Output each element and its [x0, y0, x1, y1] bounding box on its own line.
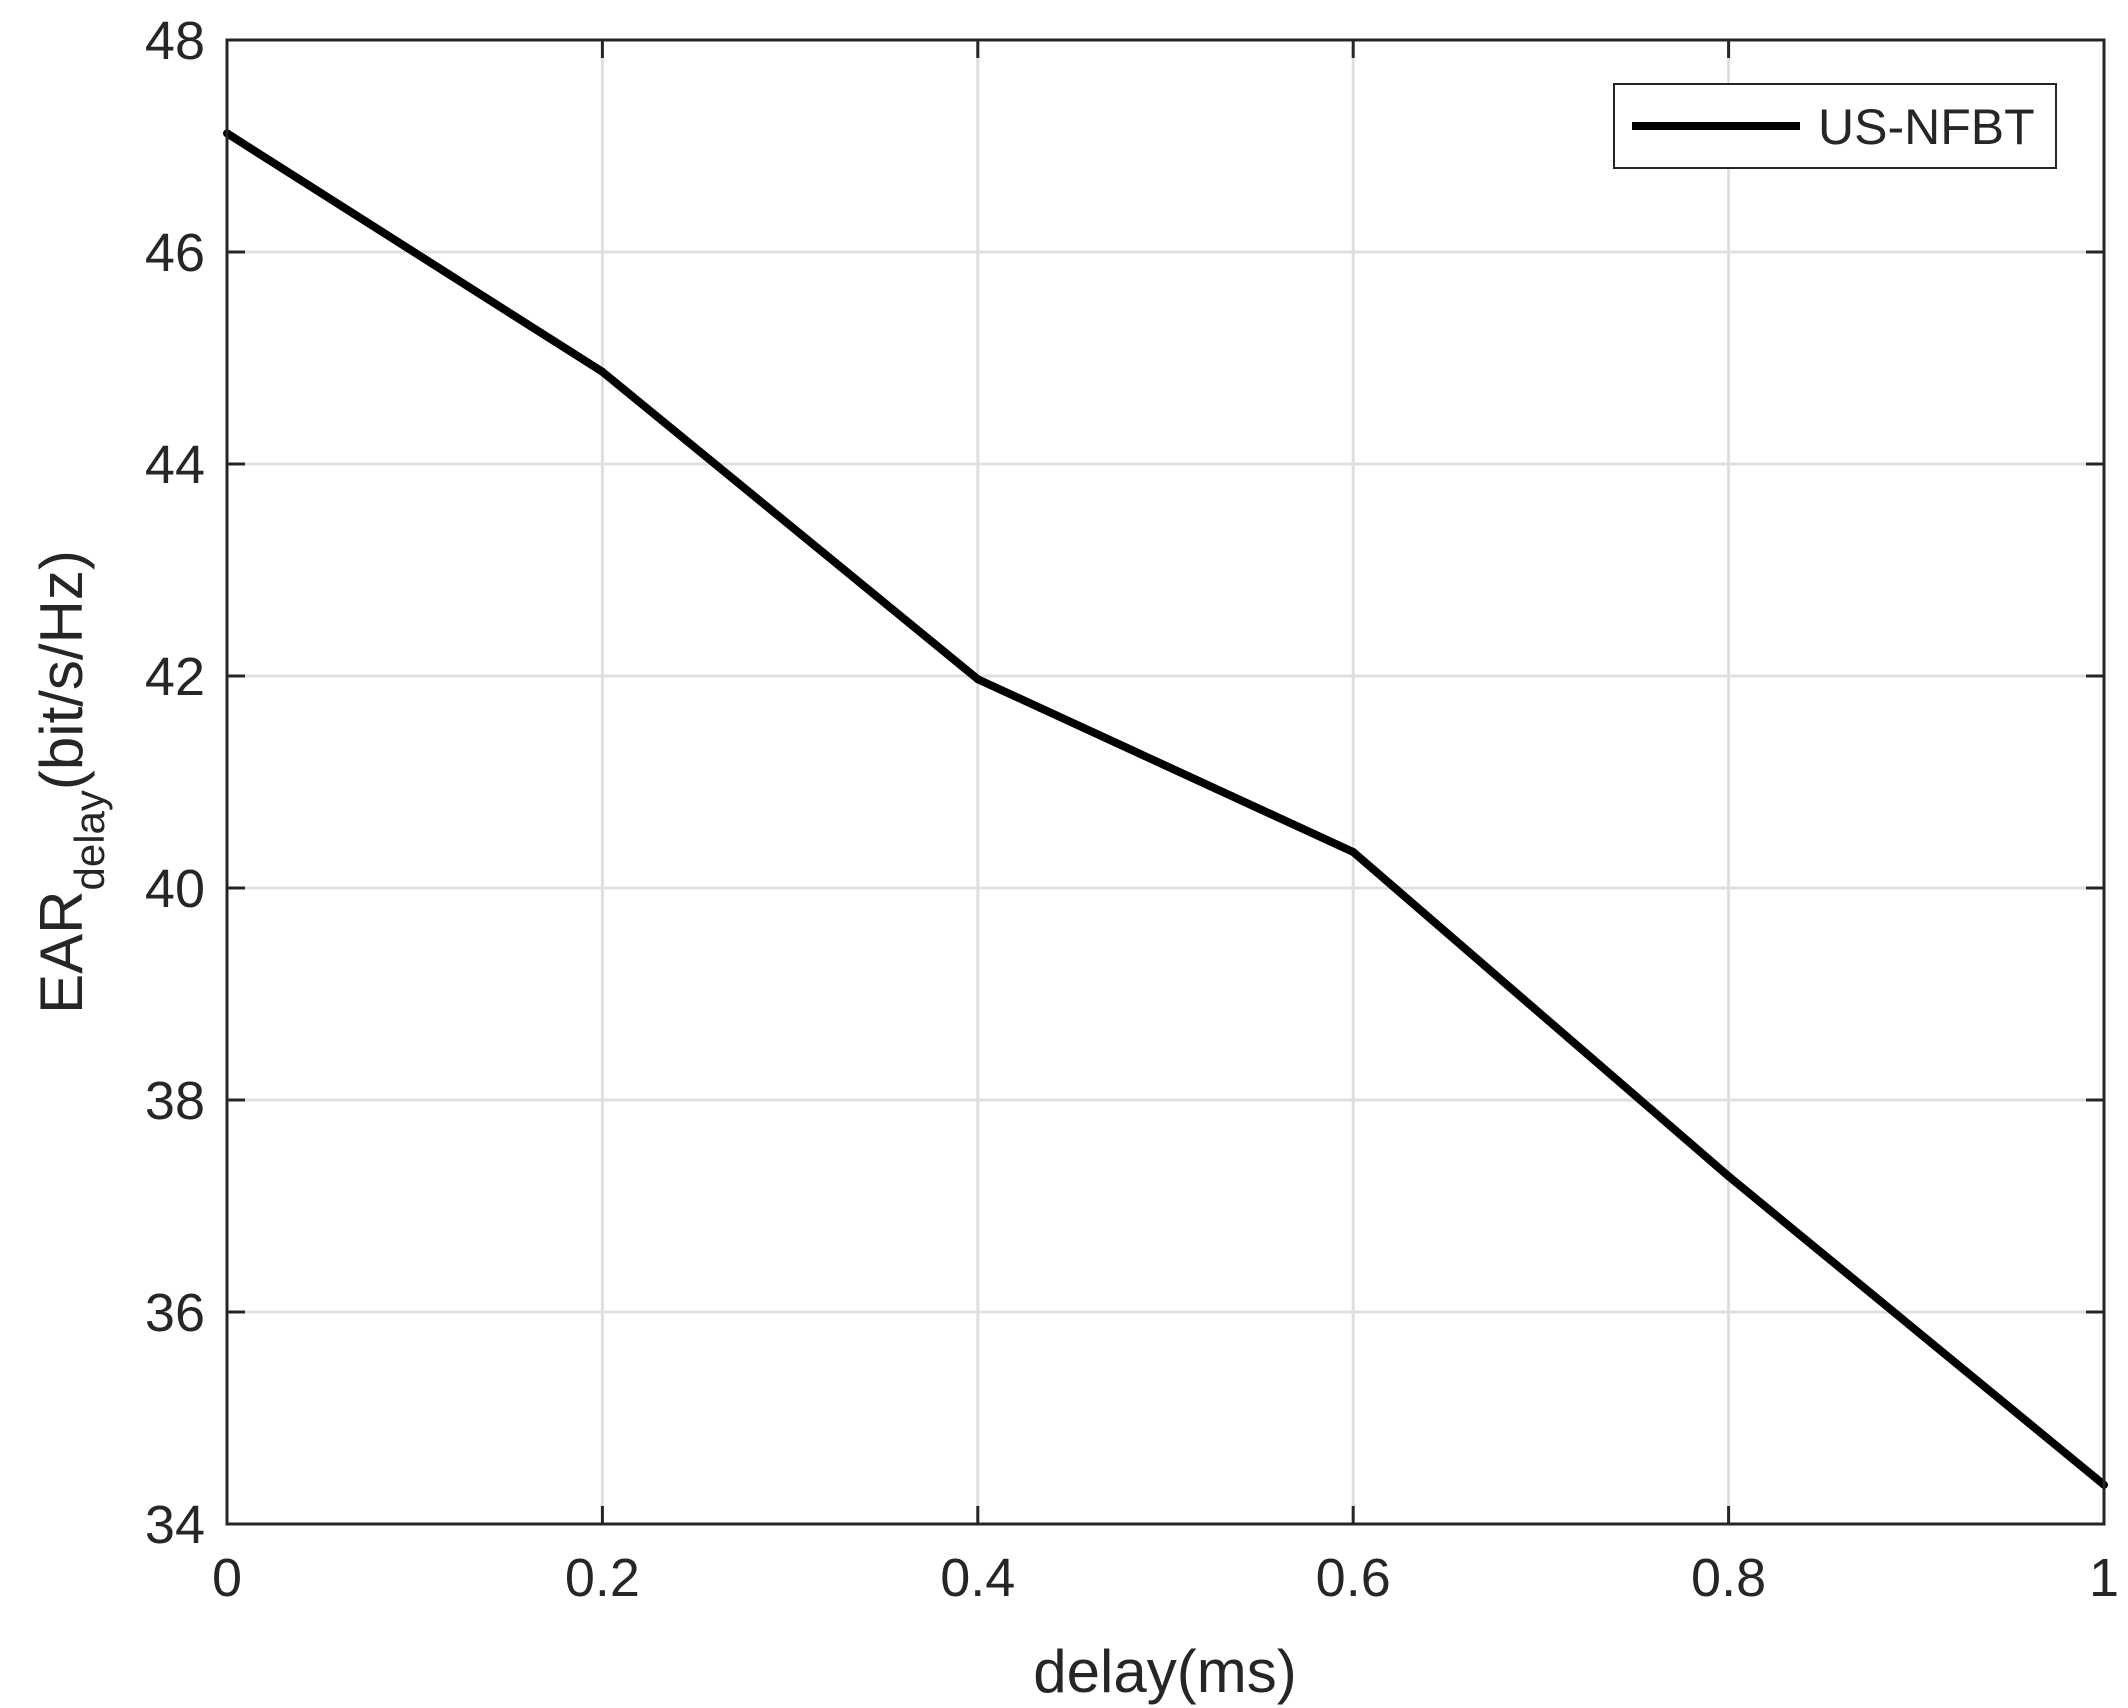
- x-tick-label: 1: [2089, 1548, 2119, 1608]
- y-tick-label: 40: [145, 859, 205, 919]
- series-group: [223, 129, 2108, 1489]
- plot-area: [227, 40, 2104, 1524]
- y-tick-label: 34: [145, 1495, 205, 1555]
- x-tick-label: 0: [212, 1548, 242, 1608]
- x-tick-label: 0.8: [1691, 1548, 1766, 1608]
- plot-frame: [225, 38, 2106, 1526]
- y-axis-label-subscript: delay: [66, 790, 113, 890]
- data-point: [1349, 847, 1358, 856]
- y-tick-label: 42: [145, 647, 205, 707]
- x-tick-label: 0.2: [565, 1548, 640, 1608]
- data-point: [598, 367, 607, 376]
- y-tick-label: 44: [145, 435, 205, 495]
- x-axis-label: delay(ms): [1033, 1638, 1296, 1705]
- legend-entry-label: US-NFBT: [1818, 99, 2035, 155]
- y-axis-label: EARdelay(bit/s/Hz): [28, 550, 113, 1014]
- data-point: [1724, 1172, 1733, 1181]
- y-tick-label: 46: [145, 223, 205, 283]
- y-tick-label: 38: [145, 1071, 205, 1131]
- legend: US-NFBT: [1613, 83, 2057, 169]
- series-line: [224, 129, 2107, 1488]
- x-tick-label: 0.4: [940, 1548, 1015, 1608]
- y-tick-labels: 34 36 38 40 42 44 46 48: [145, 11, 205, 1555]
- x-tick-label: 0.6: [1316, 1548, 1391, 1608]
- y-tick-label: 36: [145, 1283, 205, 1343]
- y-tick-label: 48: [145, 11, 205, 71]
- y-axis-label-unit: (bit/s/Hz): [28, 550, 95, 790]
- x-tick-labels: 0 0.2 0.4 0.6 0.8 1: [212, 1548, 2119, 1608]
- y-axis-label-main: EAR: [28, 891, 95, 1014]
- data-point: [973, 675, 982, 684]
